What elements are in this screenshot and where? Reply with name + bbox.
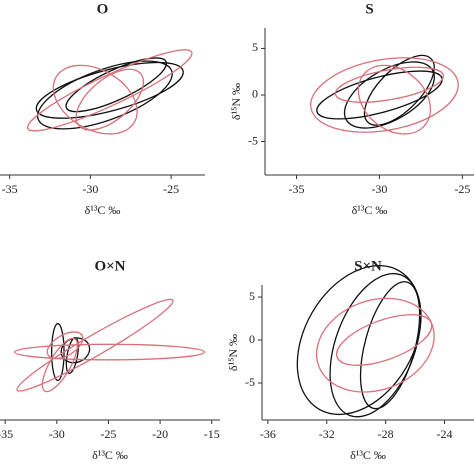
x-tick-label: -30	[82, 182, 98, 196]
ellipse	[65, 57, 168, 113]
x-tick-label: -32	[319, 427, 335, 441]
ellipse	[315, 297, 435, 393]
ellipse	[359, 281, 421, 410]
ellipse	[75, 68, 145, 131]
ellipse	[52, 64, 138, 135]
x-axis-label: δ¹³C ‰	[350, 448, 386, 462]
panel-title: O×N	[94, 258, 125, 274]
x-tick-label: -30	[371, 182, 387, 196]
ellipse	[329, 272, 422, 418]
x-tick-label: -36	[260, 427, 276, 441]
ellipse	[41, 337, 79, 393]
ellipse	[334, 66, 445, 103]
panel-title: S	[365, 1, 373, 17]
ellipse	[316, 70, 443, 120]
ellipse	[50, 323, 65, 382]
x-tick-label: -15	[204, 427, 220, 441]
panel-title: O	[97, 1, 109, 17]
ellipse	[26, 49, 193, 132]
y-tick-label: -5	[245, 375, 255, 389]
ellipse	[16, 298, 174, 392]
x-tick-label: -30	[49, 427, 65, 441]
y-tick-label: 0	[249, 332, 255, 346]
x-axis-label: δ¹³C ‰	[85, 203, 121, 217]
ellipse	[310, 57, 459, 133]
y-axis-label: δ¹⁵N ‰	[226, 334, 240, 371]
ellipse	[343, 61, 435, 129]
ellipse	[36, 60, 173, 130]
x-tick-label: -35	[2, 182, 18, 196]
ellipse	[46, 331, 84, 360]
x-axis-label: δ¹³C ‰	[92, 448, 128, 462]
x-tick-label: -28	[378, 427, 394, 441]
ellipse	[65, 337, 79, 374]
ellipse	[35, 61, 184, 119]
x-tick-label: -25	[100, 427, 116, 441]
ellipse	[296, 264, 422, 416]
y-tick-label: -5	[248, 133, 258, 147]
ellipse	[336, 314, 433, 366]
x-tick-label: -20	[152, 427, 168, 441]
x-tick-label: -25	[163, 182, 179, 196]
y-tick-label: 5	[249, 289, 255, 303]
x-tick-label: -35	[289, 182, 305, 196]
x-tick-label: -35	[0, 427, 13, 441]
ellipse	[357, 64, 432, 135]
y-axis-label: δ¹⁵N ‰	[229, 83, 243, 120]
ellipse	[13, 343, 206, 361]
ellipse	[363, 54, 435, 126]
x-tick-label: -25	[454, 182, 470, 196]
y-tick-label: 0	[252, 87, 258, 101]
x-tick-label: -24	[437, 427, 453, 441]
y-tick-label: 5	[252, 40, 258, 54]
x-axis-label: δ¹³C ‰	[352, 203, 388, 217]
